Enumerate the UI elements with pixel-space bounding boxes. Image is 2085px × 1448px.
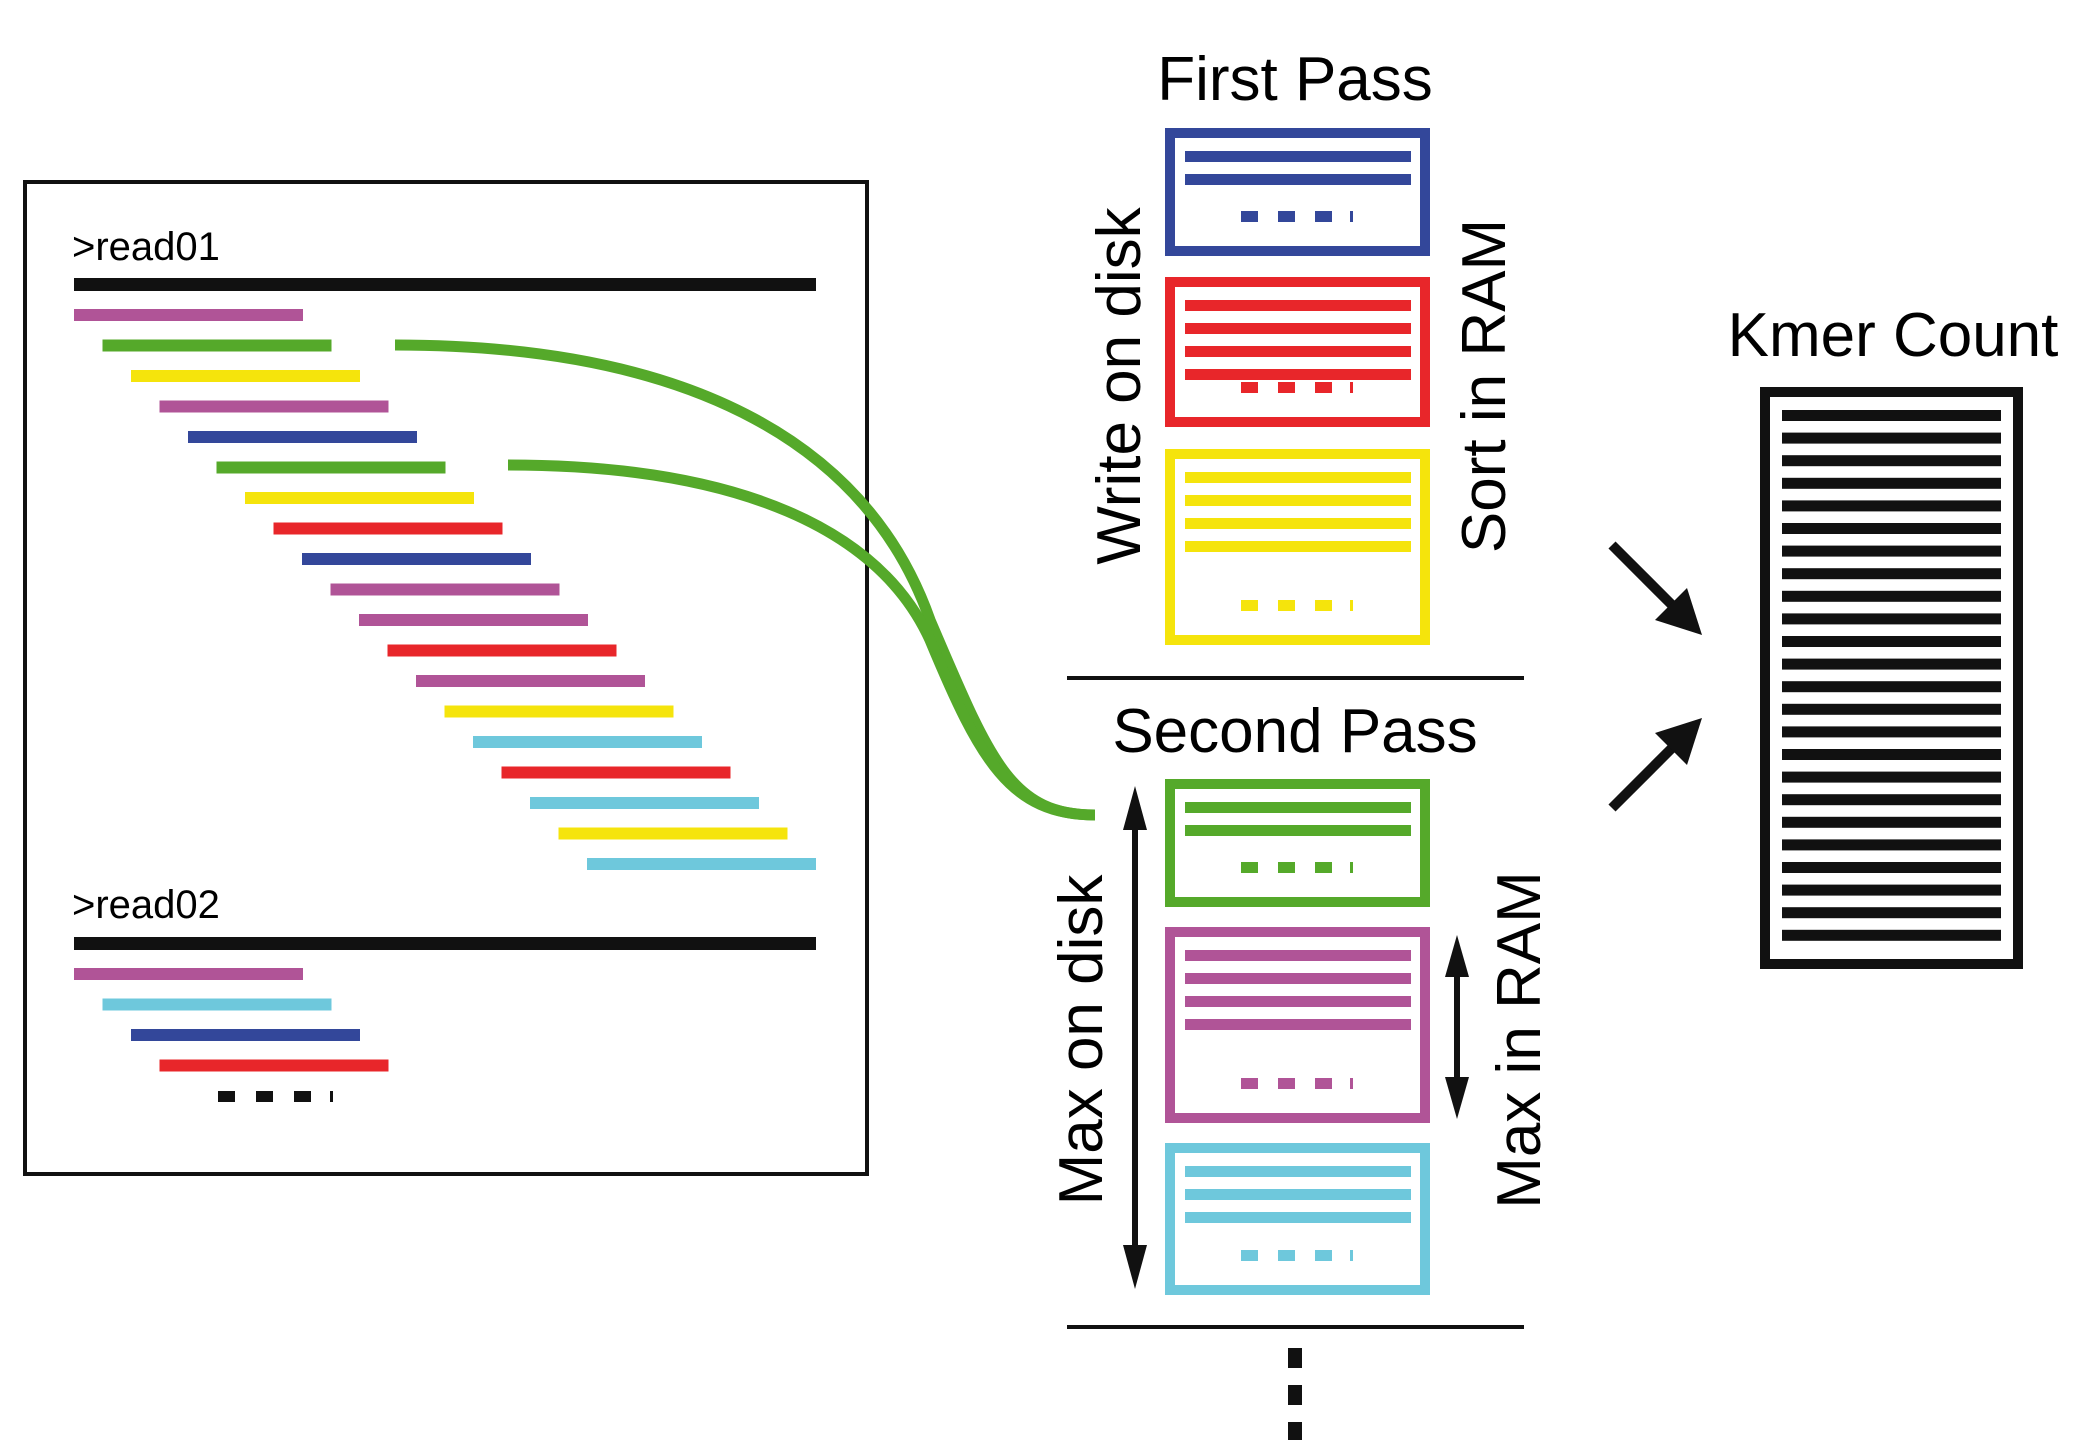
kmer-count-row [1782,771,2001,783]
read02-kmer-2 [102,998,332,1011]
kmer-count-row [1782,681,2001,693]
kmer-count-row [1782,568,2001,580]
read02-kmer-1 [74,968,303,980]
second-pass-bin-cyan [1165,1143,1430,1295]
read02-kmer-3 [131,1029,360,1041]
kmer-count-row [1782,726,2001,738]
kmer-count-row [1782,862,2001,873]
kmer-count-row [1782,929,2001,941]
kmer-count-row [1782,545,2001,557]
read01-label: >read01 [72,225,220,269]
kmer-count-row [1782,816,2001,828]
read01-kmer-4 [159,400,389,413]
connector-curve-lower [507,459,1096,821]
kmer-count-row [1782,500,2001,512]
kmer-count-row [1782,794,2001,806]
read01-kmer-11 [359,614,588,626]
max-in-ram-arrow [1445,935,1469,1119]
first-pass-bin-yellow [1165,449,1430,645]
first-pass-title: First Pass [1157,45,1433,114]
kmer-count-row [1782,839,2001,851]
first-pass-bin-red [1165,277,1430,427]
read01-kmer-9 [302,553,531,565]
kmer-count-row [1782,907,2001,919]
kmer-count-row [1782,658,2001,670]
kmer-count-row [1782,477,2001,489]
read02-kmer-4 [159,1059,389,1072]
read01-kmer-6 [216,461,446,474]
kmer-count-rows [1782,410,2001,941]
kmer-count-row [1782,523,2001,534]
first-pass-bin-blue [1165,128,1430,256]
kmer-count-row [1782,455,2001,467]
kmer-to-bin-connectors [394,339,1096,821]
kmer-count-table-border [1760,387,2023,969]
second-pass-bins [1165,779,1430,1295]
read01-kmer-17 [530,797,759,809]
read01-kmer-16 [501,766,731,779]
max-on-disk-arrow [1123,786,1147,1289]
reads-panel: >read01 >read02 [23,180,869,1176]
read02-label: >read02 [72,883,220,927]
kmer-count-row [1782,703,2001,715]
second-pass-title: Second Pass [1112,697,1477,766]
read01-kmer-5 [188,431,417,443]
kmer-count-row [1782,410,2001,421]
kmer-count-row [1782,590,2001,602]
write-on-disk-label: Write on disk [1085,206,1154,564]
read01-kmer-10 [330,583,560,596]
arrow-second-pass-to-count [1608,718,1702,812]
read01-kmer-2 [102,339,332,352]
read01-kmer-13 [416,675,645,687]
read01-kmer-18 [558,827,788,840]
read01-kmer-3 [131,370,360,382]
read01-kmer-7 [245,492,474,504]
read02-kmers [74,968,389,1072]
max-on-disk-label: Max on disk [1047,874,1116,1206]
kmer-count-row [1782,749,2001,760]
kmer-count-row [1782,884,2001,896]
read02-sequence-bar [74,937,816,950]
first-pass-bins [1165,128,1430,645]
more-passes-ellipsis [1288,1348,1302,1440]
read01-kmer-1 [74,309,303,321]
kmer-count-row [1782,432,2001,444]
read01-sequence-bar [74,278,816,291]
read01-kmer-8 [273,522,503,535]
read01-kmers [74,309,816,870]
kmer-count-row [1782,613,2001,625]
max-in-ram-label: Max in RAM [1485,871,1554,1209]
arrow-first-pass-to-count [1608,541,1702,635]
sort-in-ram-label: Sort in RAM [1450,219,1519,553]
second-pass-bin-green [1165,779,1430,907]
second-pass-bin-purple [1165,927,1430,1123]
read01-kmer-19 [587,858,816,870]
read01-kmer-12 [387,644,617,657]
read01-kmer-14 [444,705,674,718]
reads-panel-border [23,180,869,1176]
kmer-count-title: Kmer Count [1728,301,2059,370]
read02-more-ellipsis [218,1091,333,1102]
kmer-count-row [1782,636,2001,647]
read01-kmer-15 [473,736,702,748]
